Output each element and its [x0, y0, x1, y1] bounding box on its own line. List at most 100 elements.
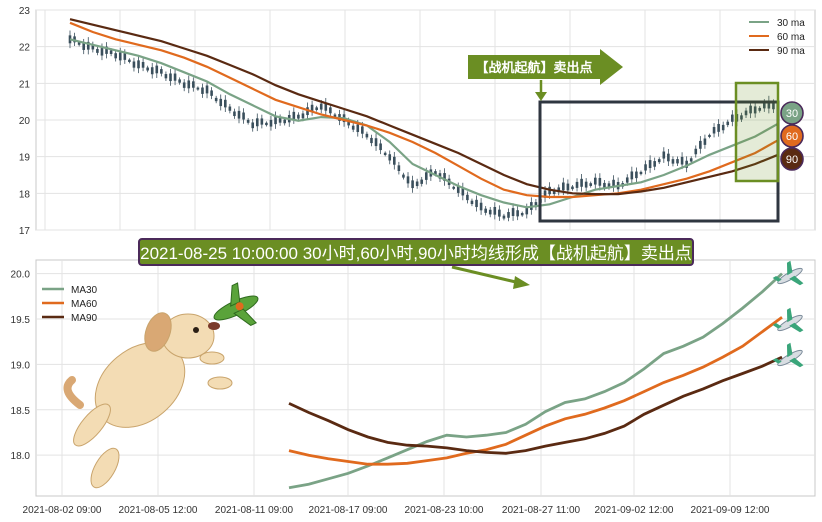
ma-marker-label: 30	[786, 108, 798, 120]
candle-body	[721, 124, 725, 131]
ma-marker	[780, 101, 804, 125]
candle-body	[639, 171, 643, 175]
candle-body	[246, 119, 250, 123]
candle-body	[680, 156, 684, 165]
candle-body	[580, 178, 583, 187]
candle-body	[671, 159, 675, 164]
candle-body	[484, 208, 487, 213]
airplane-wing	[789, 275, 804, 286]
candle-body	[402, 174, 405, 178]
candle-body	[648, 160, 652, 169]
candle-body	[520, 213, 524, 216]
candle-body	[210, 90, 213, 96]
candle-body	[566, 183, 570, 191]
candle-body	[406, 176, 410, 184]
legend-label: MA60	[71, 299, 98, 310]
candle-body	[315, 107, 318, 111]
ma-marker	[780, 124, 804, 148]
candle-body	[456, 186, 460, 193]
candle-body	[370, 137, 373, 144]
candle-body	[475, 199, 478, 208]
y-tick-label: 19	[19, 153, 31, 164]
candle-body	[571, 186, 574, 190]
candle-body	[420, 179, 424, 184]
candle-body	[575, 181, 579, 188]
airplane-icon	[772, 260, 804, 286]
candle-body	[374, 138, 378, 147]
candle-body	[397, 165, 401, 172]
dog-nose	[208, 322, 220, 330]
candle-body	[744, 110, 748, 116]
dog-paw	[199, 351, 225, 365]
dog-paw	[207, 376, 233, 390]
candle-body	[379, 143, 382, 151]
candle-body	[699, 140, 702, 149]
ma-marker	[780, 147, 804, 171]
candle-body	[310, 104, 314, 112]
candle-body	[543, 190, 547, 198]
candle-body	[557, 187, 561, 193]
ma-marker-label: 90	[786, 154, 798, 166]
candle-body	[100, 48, 104, 56]
candle-body	[598, 177, 602, 186]
candle-body	[612, 179, 615, 188]
legend-label: MA30	[71, 285, 98, 296]
ma90-line	[288, 355, 783, 455]
headline-pointer-head	[513, 276, 530, 289]
candle-body	[584, 181, 588, 188]
y-tick-label: 23	[19, 6, 31, 17]
dog-ear	[144, 312, 172, 352]
candle-body	[91, 44, 95, 50]
candle-body	[434, 171, 437, 175]
ma-marker-label: 60	[786, 131, 798, 143]
ma60-line	[288, 316, 783, 466]
y-tick-label: 22	[19, 43, 31, 54]
candle-body	[109, 50, 113, 54]
candle-body	[123, 53, 127, 60]
candle-body	[333, 114, 337, 118]
candle-body	[196, 87, 200, 90]
candle-body	[466, 194, 469, 201]
candle-body	[319, 103, 323, 110]
candle-body	[689, 158, 693, 162]
legend-label: 30 ma	[777, 18, 805, 29]
dog-tail	[63, 376, 84, 409]
x-tick-label: 2021-09-02 12:00	[595, 505, 674, 516]
dog-illustration	[63, 312, 233, 489]
candle-body	[265, 122, 268, 126]
y-tick-label: 17	[19, 226, 31, 237]
candle-body	[411, 180, 414, 189]
candle-body	[128, 59, 131, 62]
sell-point-arrow	[468, 49, 623, 85]
candle-body	[224, 99, 227, 108]
airplane-wing	[789, 322, 804, 333]
y-tick-label: 18.5	[11, 406, 31, 417]
signal-region-box	[734, 81, 780, 183]
candle-body	[351, 125, 355, 130]
candle-body	[137, 60, 140, 69]
airplane-wing	[786, 342, 793, 358]
y-tick-label: 19.5	[11, 315, 31, 326]
candle-body	[150, 67, 154, 75]
candle-body	[694, 148, 698, 155]
airplane-wing	[786, 307, 793, 323]
candle-body	[118, 52, 122, 61]
candle-body	[173, 73, 177, 81]
y-tick-label: 21	[19, 79, 31, 90]
candle-body	[205, 85, 209, 94]
airplane-tail	[772, 322, 782, 329]
candle-body	[297, 114, 300, 119]
candle-body	[452, 186, 455, 189]
candle-body	[708, 134, 711, 137]
candle-body	[383, 152, 387, 156]
candle-body	[393, 156, 396, 165]
candle-body	[187, 80, 191, 89]
candle-body	[507, 212, 510, 218]
candle-body	[114, 53, 117, 59]
x-tick-label: 2021-08-11 09:00	[215, 505, 294, 516]
ma30-line	[69, 38, 779, 209]
candle-body	[269, 119, 273, 127]
candle-body	[237, 110, 241, 119]
x-tick-label: 2021-08-27 11:00	[502, 505, 581, 516]
